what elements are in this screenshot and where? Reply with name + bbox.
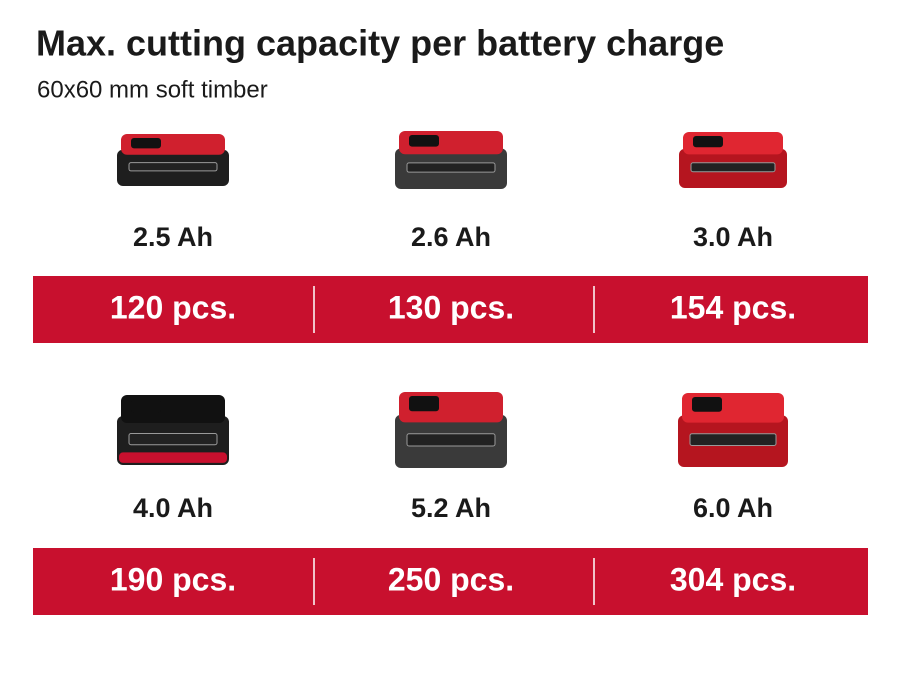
battery-latch — [693, 136, 723, 148]
battery-image — [117, 134, 229, 186]
capacity-label: 5.2 Ah — [411, 493, 491, 523]
count-label: 304 pcs. — [670, 561, 796, 597]
battery-label — [128, 162, 218, 172]
count-label: 154 pcs. — [670, 289, 796, 325]
count-label: 250 pcs. — [388, 561, 514, 597]
title: Max. cutting capacity per battery charge — [36, 23, 724, 64]
battery-grid: 2.5 Ah 120 pcs. 2.6 Ah 130 pcs. 3.0 Ah 154 pc… — [33, 131, 868, 615]
battery-image — [678, 393, 788, 467]
battery-latch — [131, 399, 161, 413]
battery-image — [395, 392, 507, 468]
battery-latch — [131, 138, 161, 149]
subtitle: 60x60 mm soft timber — [37, 76, 268, 103]
battery-latch — [409, 396, 439, 412]
battery-label — [128, 433, 218, 446]
battery-label — [689, 433, 777, 447]
capacity-label: 6.0 Ah — [693, 493, 773, 523]
battery-label — [406, 162, 496, 173]
battery-label — [406, 433, 496, 447]
count-label: 130 pcs. — [388, 289, 514, 325]
battery-image — [395, 131, 507, 189]
count-label: 120 pcs. — [110, 289, 236, 325]
capacity-label: 4.0 Ah — [133, 493, 213, 523]
count-band — [33, 548, 868, 615]
battery-image — [679, 132, 787, 188]
count-band — [33, 276, 868, 343]
count-label: 190 pcs. — [110, 561, 236, 597]
capacity-label: 2.6 Ah — [411, 222, 491, 252]
battery-band — [119, 452, 227, 463]
capacity-label: 3.0 Ah — [693, 222, 773, 252]
battery-latch — [409, 135, 439, 147]
battery-latch — [692, 397, 722, 412]
battery-label — [690, 162, 776, 173]
battery-image — [117, 395, 229, 465]
capacity-label: 2.5 Ah — [133, 222, 213, 252]
